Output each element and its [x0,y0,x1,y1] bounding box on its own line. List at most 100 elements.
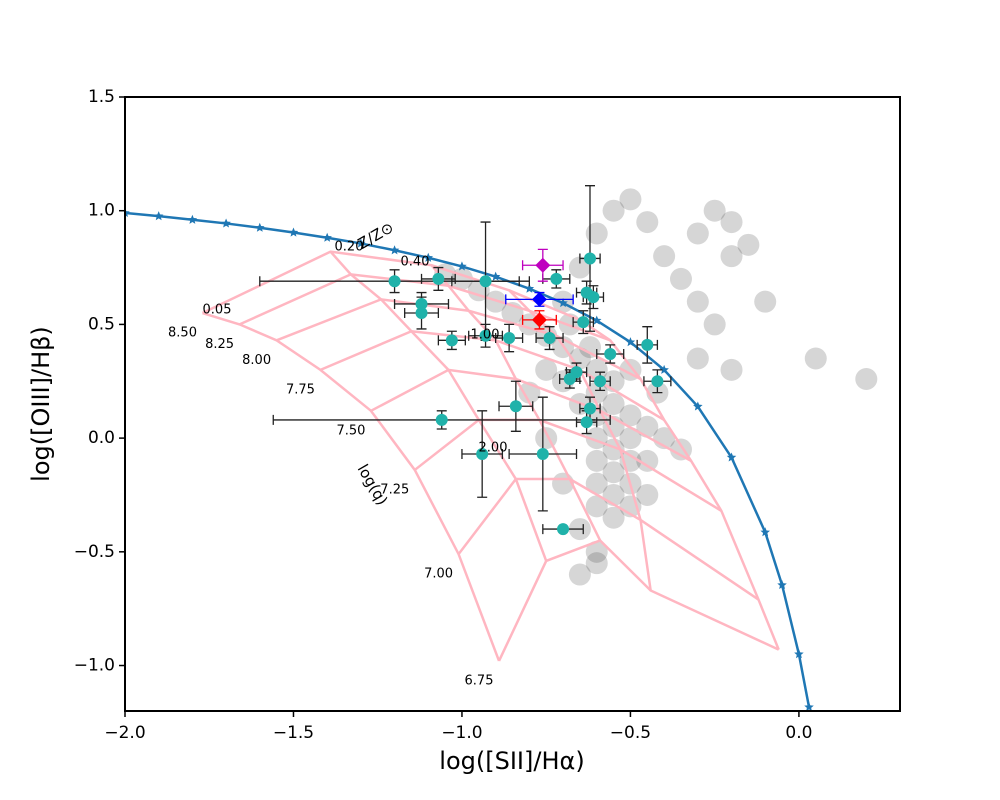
demarcation-marker [255,222,265,232]
background-point [686,347,709,370]
demarcation-marker [777,580,787,590]
data-point [651,375,664,388]
demarcation-marker [591,315,602,325]
y-tick-label: −1.0 [74,656,115,676]
data-point [557,523,570,536]
demarcation-marker [389,245,400,255]
data-point [594,375,607,388]
model-line [329,250,548,562]
data-point [388,275,401,288]
data-point [445,334,458,347]
demarcation-marker [760,527,770,537]
x-tick-label: 0.0 [785,723,812,743]
background-point [754,290,777,313]
model-line [370,368,692,462]
q-label: 7.75 [286,382,315,397]
demarcation-marker [693,401,703,411]
background-point [686,222,709,245]
data-point [587,291,600,304]
background-point [602,199,625,222]
data-point [584,252,596,265]
highlighted-point [535,257,551,273]
model-line [202,311,501,662]
demarcation-marker [794,649,804,659]
background-point [619,427,642,450]
demarcation-marker [288,227,299,237]
data-point [503,332,516,345]
demarcation-marker [153,211,164,221]
demarcation-marker [221,218,231,228]
q-label: 7.25 [380,482,409,497]
metallicity-label: 0.40 [401,255,430,270]
metallicity-label: 1.00 [471,328,500,343]
y-tick-label: 0.0 [88,428,115,448]
background-point [636,449,659,472]
q-label: 7.50 [337,423,366,438]
data-point [479,275,492,288]
y-tick-label: −0.5 [74,542,115,562]
data-point [509,400,522,413]
model-line [430,264,602,541]
data-point [563,372,576,385]
background-point [703,199,726,222]
background-point [568,563,591,586]
model-line [497,538,780,662]
demarcation-marker [659,364,669,374]
model-line [579,318,780,651]
background-point [686,290,709,313]
x-tick-label: −1.0 [441,723,482,743]
data-point [641,338,654,351]
model-line [414,418,723,512]
demarcation-marker [457,261,467,271]
background-point [585,449,608,472]
background-point [585,552,608,575]
data-point [415,307,428,320]
background-point [720,245,743,268]
background-point [602,393,625,415]
y-tick-label: 0.5 [88,314,115,334]
demarcation-marker [423,252,434,262]
model-line [276,298,642,381]
y-tick-label: 1.5 [88,87,115,107]
background-point [585,472,608,495]
data-point [536,448,549,461]
background-point [855,367,878,390]
background-point [602,506,625,529]
data-point [543,332,556,345]
background-point [669,267,692,290]
data-point [580,416,593,429]
q-label: 8.25 [205,337,234,352]
background-point [636,483,659,506]
data-point [435,413,448,426]
q-label: 7.00 [424,567,453,582]
background-point [653,245,676,268]
background-point [636,211,659,234]
background-point [720,358,743,381]
model-line [457,477,760,601]
q-label: 6.75 [465,673,494,688]
q-label: 8.00 [242,353,271,368]
data-point [550,272,563,285]
background-point [636,415,659,438]
data-point [479,329,492,342]
background-point [737,233,760,256]
demarcation-marker [726,452,737,462]
axes-frame [124,96,901,712]
demarcation-marker [125,207,130,218]
plot-area [125,185,878,711]
demarcation-marker [356,238,366,248]
data-point [432,272,445,285]
background-point [703,313,726,336]
metallicity-label: 2.00 [479,441,508,456]
y-tick-label: 1.0 [88,201,115,221]
background-point [535,358,558,381]
background-point [585,540,608,563]
background-point [484,290,507,313]
highlighted-point [531,291,547,307]
background-point [585,381,608,404]
background-point [585,222,608,245]
demarcation-marker [490,271,501,281]
demarcation-marker [524,283,535,293]
x-axis-label: log([SII]/Hα) [439,747,584,775]
highlighted-point [531,312,547,328]
